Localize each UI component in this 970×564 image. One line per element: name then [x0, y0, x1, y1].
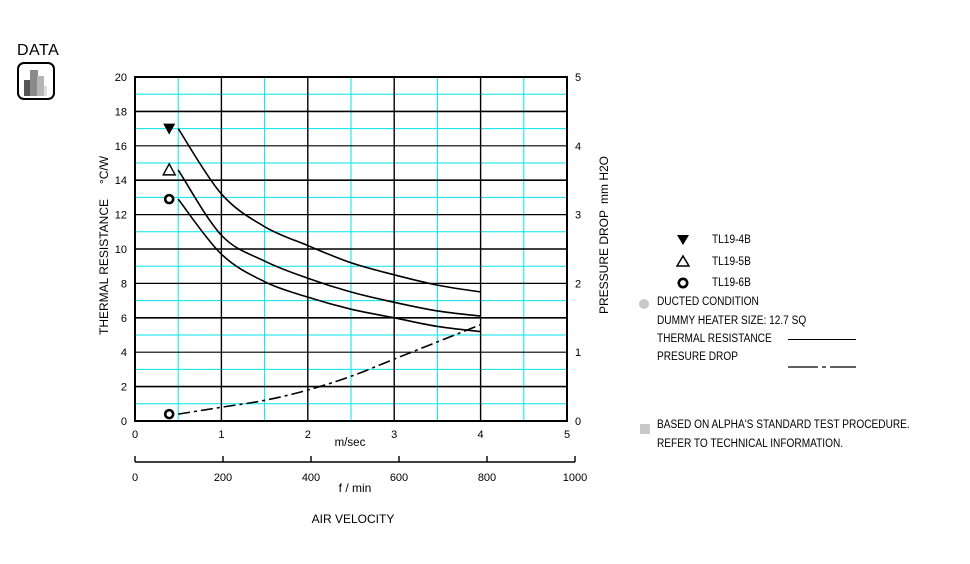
ducted-condition-text: DUCTED CONDITION: [657, 296, 759, 308]
svg-text:12: 12: [115, 210, 127, 222]
svg-text:4: 4: [575, 141, 581, 153]
note-line-2: REFER TO TECHNICAL INFORMATION.: [657, 438, 844, 450]
svg-text:2: 2: [121, 382, 127, 394]
note-line-1: BASED ON ALPHA'S STANDARD TEST PROCEDURE…: [657, 419, 910, 431]
bullet-dot-icon: [638, 297, 650, 315]
svg-text:°C/W: °C/W: [97, 155, 111, 184]
solid-line-sample: [788, 339, 856, 340]
svg-text:18: 18: [115, 106, 127, 118]
curve-tl19-6b: [177, 198, 481, 333]
svg-text:16: 16: [115, 141, 127, 153]
legend-marker-4b: [676, 233, 690, 252]
legend-marker-5b: [675, 254, 691, 273]
svg-text:600: 600: [390, 472, 408, 484]
bar-chart-icon: [17, 62, 55, 100]
svg-text:8: 8: [121, 278, 127, 290]
legend-marker-6b: [676, 276, 690, 295]
svg-text:20: 20: [115, 72, 127, 84]
svg-text:5: 5: [575, 72, 581, 84]
pressure-drop-legend-text: PRESURE DROP: [657, 351, 738, 363]
svg-text:10: 10: [115, 244, 127, 256]
svg-text:1: 1: [575, 347, 581, 359]
svg-text:m/sec: m/sec: [335, 437, 366, 449]
data-label: DATA: [17, 42, 60, 59]
svg-text:mm H2O: mm H2O: [597, 156, 611, 204]
heater-size-text: DUMMY HEATER SIZE: 12.7 SQ: [657, 315, 807, 327]
svg-text:200: 200: [214, 472, 232, 484]
svg-text:5: 5: [564, 429, 570, 441]
svg-text:2: 2: [305, 429, 311, 441]
thermal-resistance-legend-text: THERMAL RESISTANCE: [657, 333, 772, 345]
svg-text:1000: 1000: [563, 472, 587, 484]
svg-text:800: 800: [478, 472, 496, 484]
curve-tl19-5b: [177, 169, 481, 317]
svg-text:400: 400: [302, 472, 320, 484]
curve-pressure-drop: [178, 323, 481, 415]
svg-text:3: 3: [391, 429, 397, 441]
svg-text:f / min: f / min: [339, 481, 372, 495]
svg-text:3: 3: [575, 210, 581, 222]
svg-text:1: 1: [218, 429, 224, 441]
svg-text:14: 14: [115, 175, 127, 187]
svg-text:4: 4: [478, 429, 484, 441]
svg-text:0: 0: [575, 416, 581, 428]
svg-text:6: 6: [121, 313, 127, 325]
chart-curves: [162, 123, 481, 420]
svg-text:0: 0: [132, 472, 138, 484]
svg-text:PRESSURE DROP: PRESSURE DROP: [597, 210, 611, 314]
svg-text:THERMAL RESISTANCE: THERMAL RESISTANCE: [97, 199, 111, 335]
dashdot-line-sample: [788, 357, 858, 375]
svg-text:0: 0: [132, 429, 138, 441]
legend-label-5b: TL19-5B: [712, 256, 751, 268]
svg-text:2: 2: [575, 278, 581, 290]
svg-text:0: 0: [121, 416, 127, 428]
bullet-square-icon: [640, 421, 650, 439]
legend-label-6b: TL19-6B: [712, 277, 751, 289]
legend-label-4b: TL19-4B: [712, 234, 751, 246]
curve-tl19-4b: [177, 128, 481, 293]
svg-text:AIR VELOCITY: AIR VELOCITY: [312, 512, 395, 526]
chart-grid: [134, 76, 568, 422]
svg-text:4: 4: [121, 347, 127, 359]
